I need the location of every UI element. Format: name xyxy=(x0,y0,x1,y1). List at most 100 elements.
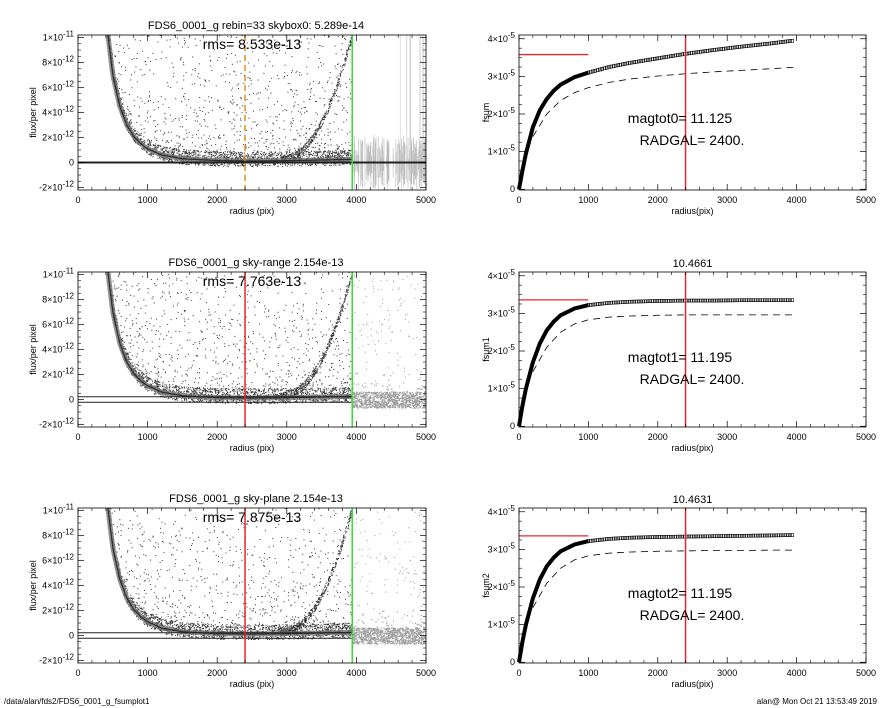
flux-point xyxy=(231,363,233,365)
flux-point xyxy=(162,134,164,136)
flux-point xyxy=(169,390,171,392)
flux-point xyxy=(263,154,265,156)
flux-point xyxy=(300,155,302,157)
flux-point xyxy=(220,145,222,147)
flux-point xyxy=(317,152,319,154)
flux-point xyxy=(298,152,300,154)
sky-point xyxy=(374,380,376,382)
sky-point xyxy=(364,403,366,405)
flux-point xyxy=(226,154,228,156)
sky-point xyxy=(400,303,402,305)
flux-point xyxy=(337,147,339,149)
flux-point xyxy=(194,145,196,147)
flux-point xyxy=(210,65,212,67)
flux-point xyxy=(209,164,211,166)
flux-point xyxy=(193,149,195,151)
sky-point xyxy=(408,395,410,397)
flux-point xyxy=(335,152,337,154)
sky-point xyxy=(374,403,376,405)
flux-point xyxy=(130,15,131,16)
flux-point xyxy=(154,367,156,369)
flux-point xyxy=(209,402,211,404)
flux-point xyxy=(231,53,233,55)
sky-point xyxy=(380,394,383,396)
flux-point xyxy=(342,68,344,70)
y-tick-mantissa: 4×10 xyxy=(42,108,62,118)
flux-point xyxy=(159,386,161,388)
flux-point xyxy=(168,277,170,279)
flux-point xyxy=(239,151,241,153)
flux-point xyxy=(300,74,302,76)
sky-point xyxy=(424,400,426,402)
flux-point xyxy=(227,151,229,153)
sky-point xyxy=(389,406,391,408)
flux-point xyxy=(299,152,301,154)
sky-point xyxy=(361,392,363,395)
flux-point xyxy=(161,157,163,159)
flux-point xyxy=(148,141,150,143)
flux-point xyxy=(113,25,114,26)
flux-point xyxy=(345,285,347,287)
flux-point xyxy=(303,106,305,108)
flux-point xyxy=(195,153,197,155)
sky-point xyxy=(397,359,399,361)
flux-point xyxy=(283,156,285,158)
flux-point xyxy=(130,122,132,124)
sky-point xyxy=(411,398,413,400)
flux-point xyxy=(301,164,303,166)
flux-point xyxy=(133,99,135,101)
sky-point xyxy=(382,394,384,396)
flux-point xyxy=(243,157,245,159)
sky-point xyxy=(406,400,408,402)
flux-point xyxy=(141,74,143,76)
flux-point xyxy=(259,109,261,111)
flux-point xyxy=(142,148,144,150)
flux-point xyxy=(181,163,183,165)
flux-point xyxy=(191,74,193,76)
flux-point xyxy=(253,149,255,151)
sky-point xyxy=(393,396,395,398)
flux-point xyxy=(251,165,253,167)
sky-point xyxy=(353,405,355,408)
flux-point xyxy=(222,402,224,404)
sky-point xyxy=(394,392,397,394)
flux-point xyxy=(128,2,129,3)
flux-point xyxy=(328,103,330,105)
flux-point xyxy=(232,157,234,159)
sky-point xyxy=(415,405,417,407)
flux-point xyxy=(223,107,225,109)
sky-point xyxy=(395,400,397,403)
sky-point xyxy=(390,394,392,396)
flux-point xyxy=(191,136,193,138)
flux-point xyxy=(234,125,236,127)
flux-point xyxy=(199,341,201,343)
flux-point xyxy=(269,143,271,145)
sky-point xyxy=(395,400,397,402)
flux-point xyxy=(264,164,266,166)
flux-point xyxy=(230,163,232,165)
flux-point xyxy=(340,153,342,155)
flux-point xyxy=(343,121,345,123)
flux-point xyxy=(272,135,274,137)
flux-point xyxy=(245,146,247,148)
flux-point xyxy=(223,385,225,387)
sky-point xyxy=(407,405,409,407)
flux-point xyxy=(147,121,149,123)
flux-point xyxy=(132,15,133,16)
flux-point xyxy=(130,79,132,81)
flux-point xyxy=(275,325,277,327)
flux-point xyxy=(194,149,196,151)
sky-point xyxy=(392,406,394,408)
sky-point xyxy=(378,392,380,394)
flux-point xyxy=(190,155,192,157)
sky-point xyxy=(403,382,405,384)
flux-point xyxy=(346,154,348,156)
flux-point xyxy=(255,152,257,154)
flux-point xyxy=(184,150,186,152)
sky-point xyxy=(402,278,404,280)
flux-point xyxy=(300,336,302,338)
flux-point xyxy=(342,163,344,165)
sky-point xyxy=(385,404,388,406)
flux-point xyxy=(296,94,298,96)
sky-point xyxy=(369,398,371,400)
